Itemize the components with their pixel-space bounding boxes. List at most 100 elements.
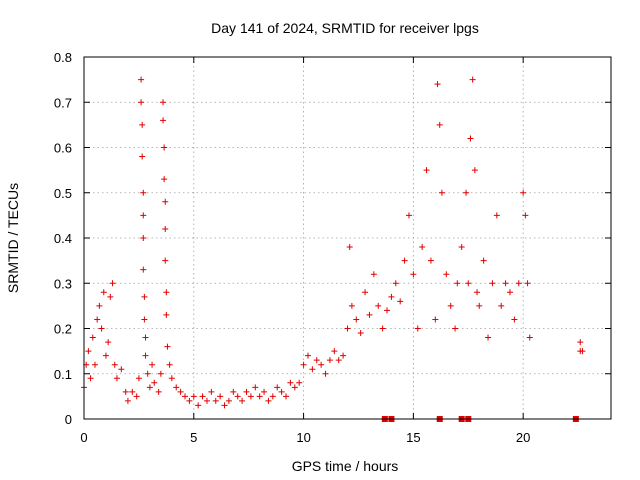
data-point (370, 271, 377, 278)
data-point (239, 397, 246, 404)
data-point (217, 393, 224, 400)
data-point (419, 244, 426, 251)
data-point (340, 352, 347, 359)
data-points (81, 76, 586, 422)
data-point (375, 302, 382, 309)
data-point (144, 370, 151, 377)
y-tick-label: 0.2 (54, 322, 72, 337)
y-tick-label: 0.8 (54, 50, 72, 65)
data-point (208, 388, 215, 395)
data-point (190, 393, 197, 400)
data-point (474, 289, 481, 296)
data-point (177, 388, 184, 395)
data-point (141, 293, 148, 300)
data-point (203, 397, 210, 404)
data-point (265, 397, 272, 404)
data-point (438, 189, 445, 196)
data-point (405, 212, 412, 219)
data-point (261, 388, 268, 395)
data-point (109, 280, 116, 287)
y-tick-label: 0.7 (54, 95, 72, 110)
data-point (85, 348, 92, 355)
data-point (283, 393, 290, 400)
data-point (515, 280, 522, 287)
data-point (379, 325, 386, 332)
data-point (195, 402, 202, 409)
data-point (471, 167, 478, 174)
data-point (300, 361, 307, 368)
data-point (348, 302, 355, 309)
data-point (287, 379, 294, 386)
data-point (162, 225, 169, 232)
data-point (485, 334, 492, 341)
data-point (162, 198, 169, 205)
x-tick-label: 20 (516, 430, 530, 445)
data-point (427, 257, 434, 264)
x-tick-label: 15 (406, 430, 420, 445)
data-point (140, 235, 147, 241)
data-point (102, 352, 109, 359)
data-point (138, 76, 145, 83)
data-point (141, 316, 148, 323)
data-point (502, 280, 509, 287)
data-point (480, 257, 487, 264)
data-point (161, 144, 168, 151)
data-point (111, 361, 118, 368)
data-point (344, 325, 351, 332)
data-point (234, 393, 241, 400)
data-point (278, 388, 285, 395)
data-point (432, 316, 439, 323)
data-point (274, 384, 281, 391)
data-point (577, 339, 584, 346)
data-point (160, 117, 167, 124)
data-point (434, 81, 441, 88)
data-point (522, 212, 529, 219)
data-point (87, 375, 94, 382)
data-point (135, 375, 142, 382)
data-point (124, 397, 131, 404)
data-point (140, 212, 147, 219)
data-point (173, 384, 180, 391)
data-point (346, 244, 353, 251)
data-point (423, 167, 430, 174)
data-point (243, 388, 250, 395)
x-tick-label: 0 (80, 430, 87, 445)
data-point (388, 293, 395, 300)
data-point (335, 357, 342, 364)
data-point (414, 325, 421, 332)
data-point (520, 189, 527, 196)
data-point (139, 153, 146, 160)
grid (84, 57, 611, 419)
data-point (447, 302, 454, 309)
data-point (138, 99, 145, 106)
data-point (225, 397, 232, 404)
data-point (366, 311, 373, 318)
y-tick-label: 0.3 (54, 276, 72, 291)
data-point (384, 307, 391, 314)
data-point (397, 298, 404, 305)
data-point (476, 302, 483, 309)
data-point (133, 393, 140, 400)
data-point (489, 280, 496, 287)
data-point (199, 393, 206, 400)
data-point (401, 257, 408, 264)
data-point (291, 384, 298, 391)
data-point (247, 393, 254, 400)
data-point (105, 339, 112, 346)
data-point (498, 302, 505, 309)
data-point (168, 375, 175, 382)
data-point (140, 189, 147, 196)
data-point (182, 393, 189, 400)
data-point (142, 352, 149, 359)
data-point (467, 135, 474, 142)
data-point (122, 388, 129, 395)
data-point (162, 257, 169, 264)
data-point (91, 361, 98, 368)
data-point (362, 289, 369, 296)
data-point (161, 176, 168, 183)
data-point (304, 352, 311, 359)
data-point (140, 266, 147, 273)
y-tick-label: 0.1 (54, 367, 72, 382)
x-tick-label: 10 (296, 430, 310, 445)
